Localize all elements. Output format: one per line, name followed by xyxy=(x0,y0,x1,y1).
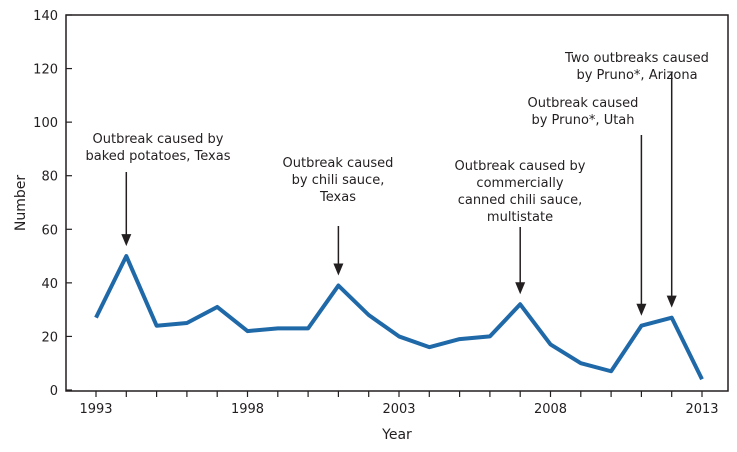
y-tick-label: 0 xyxy=(50,384,58,399)
annotation: Two outbreaks caused by Pruno*, Arizona xyxy=(564,51,709,308)
annotation-text: Outbreak caused xyxy=(528,96,639,111)
y-tick-label: 120 xyxy=(33,63,58,78)
y-axis-label: Number xyxy=(13,175,29,231)
y-tick-label: 60 xyxy=(41,223,58,238)
x-tick-label: 1998 xyxy=(231,402,264,417)
annotation: Outbreak caused by chili sauce, Texas xyxy=(283,156,394,276)
annotation: Outbreak caused by commercially canned chi… xyxy=(455,159,586,294)
y-tick-label: 100 xyxy=(33,116,58,131)
annotation-text: Outbreak caused by xyxy=(93,132,224,147)
annotation-text: by chili sauce, xyxy=(292,173,385,188)
y-tick-label: 20 xyxy=(41,330,58,345)
annotation-text: by Pruno*, Arizona xyxy=(576,68,697,83)
series-line xyxy=(96,256,702,379)
x-tick-label: 1993 xyxy=(79,402,112,417)
y-tick-label: 40 xyxy=(41,277,58,292)
x-tick-label: 2008 xyxy=(534,402,567,417)
annotation-text: Two outbreaks caused xyxy=(564,51,709,66)
annotation-text: Outbreak caused xyxy=(283,156,394,171)
annotation-text: Outbreak caused by xyxy=(455,159,586,174)
arrow-head-icon xyxy=(636,304,646,316)
arrow-head-icon xyxy=(667,296,677,308)
annotation-text: Texas xyxy=(319,190,356,205)
arrow-head-icon xyxy=(515,282,525,294)
annotation-text: baked potatoes, Texas xyxy=(86,149,231,164)
x-axis-label: Year xyxy=(381,427,412,443)
arrow-head-icon xyxy=(333,264,343,276)
annotation-text: multistate xyxy=(487,210,553,225)
annotation-text: by Pruno*, Utah xyxy=(531,113,634,128)
annotation-text: canned chili sauce, xyxy=(458,193,583,208)
y-tick-label: 80 xyxy=(41,170,58,185)
x-tick-label: 2013 xyxy=(685,402,718,417)
annotation: Outbreak caused by baked potatoes, Texas xyxy=(86,132,231,246)
arrow-head-icon xyxy=(121,234,131,246)
annotation-text: commercially xyxy=(476,176,563,191)
x-tick-label: 2003 xyxy=(382,402,415,417)
y-tick-label: 140 xyxy=(33,9,58,24)
